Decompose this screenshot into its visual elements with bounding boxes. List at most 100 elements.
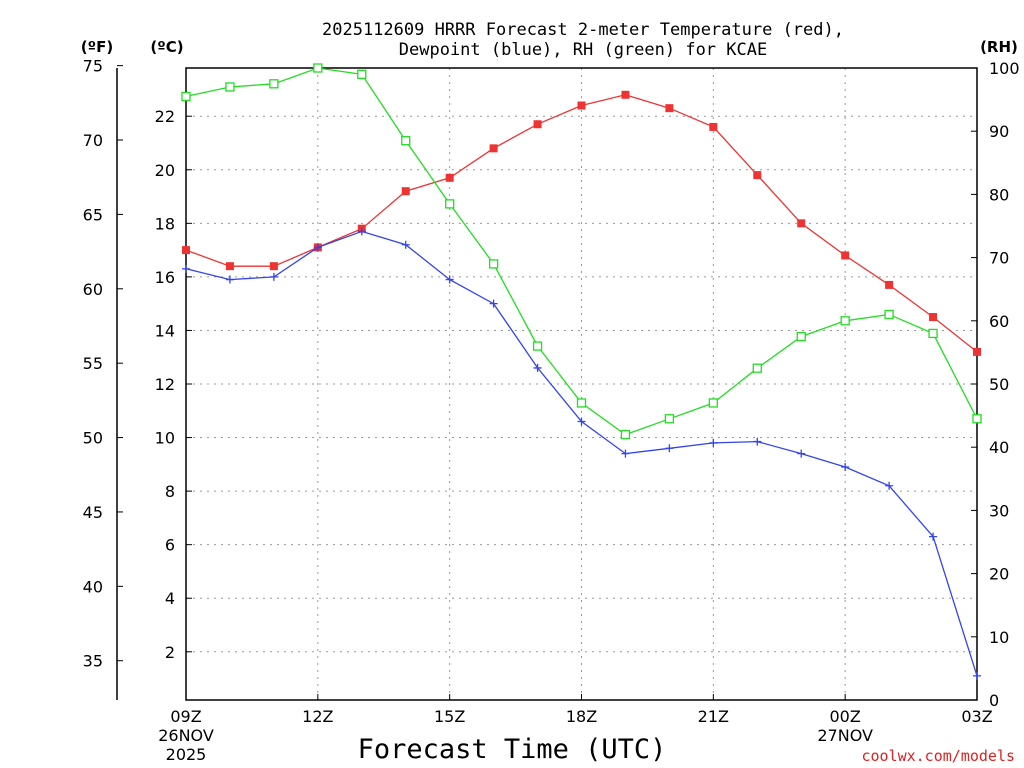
x-tick-label: 15Z [434,707,465,726]
dewpoint-point [269,272,278,281]
dewpoint-point [533,363,542,372]
fahrenheit-tick-label: 45 [83,503,103,522]
rh-tick-label: 40 [989,438,1009,457]
dewpoint-point [313,243,322,252]
rh-tick-label: 70 [989,249,1009,268]
rh-point [269,79,279,89]
rh-point [225,82,235,92]
x-date-label: 27NOV [817,726,873,745]
x-tick-label: 12Z [302,707,333,726]
temperature-point [445,173,454,182]
rh-point [972,414,982,424]
rh-point [576,398,587,408]
dewpoint-point [709,438,718,447]
celsius-tick-label: 18 [155,214,175,233]
x-tick-label: 09Z [170,707,201,726]
chart-title-line-1: 2025112609 HRRR Forecast 2-meter Tempera… [322,20,844,40]
temperature-point [797,219,806,228]
rh-point [488,259,499,269]
temperature-point [225,262,234,271]
rh-axis: 0 10 20 30 40 50 60 70 80 90 100 [971,59,1020,710]
celsius-tick-label: 22 [155,107,175,126]
fahrenheit-axis: 35 40 45 50 55 60 65 70 75 [83,57,123,671]
temperature-point [753,171,762,180]
credit-text: coolwx.com/models [861,747,1015,765]
dewpoint-point [182,264,190,273]
rh-point [181,91,191,102]
fahrenheit-tick-label: 40 [83,577,103,596]
temperature-point [401,187,410,196]
rh-point [620,429,631,440]
rh-tick-label: 30 [989,501,1009,520]
rh-tick-label: 60 [989,312,1009,331]
rh-tick-label: 80 [989,185,1009,204]
dewpoint-point [797,449,806,458]
x-tick-label: 18Z [566,707,597,726]
rh-tick-label: 100 [989,59,1020,78]
rh-point [752,363,762,373]
chart-title-line-2: Dewpoint (blue), RH (green) for KCAE [399,40,767,60]
fahrenheit-tick-label: 50 [83,429,103,448]
fahrenheit-unit-label: (ºF) [81,38,113,56]
dewpoint-point [665,444,674,453]
dewpoint-point [445,275,454,284]
temperature-point [621,90,630,99]
fahrenheit-tick-label: 35 [83,652,103,671]
rh-point [445,199,455,209]
dewpoint-point [973,671,981,680]
fahrenheit-tick-label: 55 [83,354,103,373]
celsius-tick-label: 6 [165,536,175,555]
dewpoint-point [753,437,762,446]
temperature-point [489,144,498,153]
rh-tick-label: 10 [989,628,1009,647]
rh-point [401,136,411,146]
rh-series [181,63,982,440]
series-layer [181,63,982,680]
celsius-tick-label: 8 [165,482,175,501]
temperature-point [577,101,586,110]
celsius-tick-label: 4 [165,589,175,608]
dewpoint-point [357,227,366,236]
temperature-point [885,280,894,289]
temperature-point [973,347,981,356]
x-date-label: 26NOV [158,726,214,745]
celsius-axis: 2 4 6 8 10 12 14 16 18 20 22 [155,107,192,662]
celsius-tick-label: 20 [155,161,175,180]
temperature-point [665,104,674,113]
rh-tick-label: 20 [989,565,1009,584]
fahrenheit-tick-label: 60 [83,280,103,299]
temperature-point [182,246,190,255]
dewpoint-series [182,227,981,680]
temperature-point [929,313,938,322]
x-year-label: 2025 [166,745,207,764]
dewpoint-point [401,240,410,249]
rh-point [884,309,894,320]
temperature-point [709,122,718,131]
temperature-point [533,120,542,129]
celsius-tick-label: 16 [155,268,175,287]
fahrenheit-tick-label: 65 [83,205,103,224]
dewpoint-point [885,481,894,490]
dewpoint-point [929,532,938,541]
dewpoint-point [489,299,498,308]
rh-point [313,63,323,73]
celsius-tick-label: 12 [155,375,175,394]
celsius-unit-label: (ºC) [150,38,183,56]
rh-point [664,414,675,424]
dewpoint-point [621,449,630,458]
x-tick-label: 21Z [698,707,729,726]
x-tick-label: 03Z [961,707,992,726]
dewpoint-point [577,417,586,426]
fahrenheit-tick-label: 75 [83,57,103,76]
chart-title: 2025112609 HRRR Forecast 2-meter Tempera… [322,20,844,60]
rh-point [796,331,806,342]
dewpoint-point [841,463,850,472]
temperature-point [841,251,850,260]
rh-tick-label: 50 [989,375,1009,394]
rh-point [928,328,938,339]
x-axis-title: Forecast Time (UTC) [358,734,667,765]
rh-point [840,316,850,326]
rh-tick-label: 0 [989,691,999,710]
